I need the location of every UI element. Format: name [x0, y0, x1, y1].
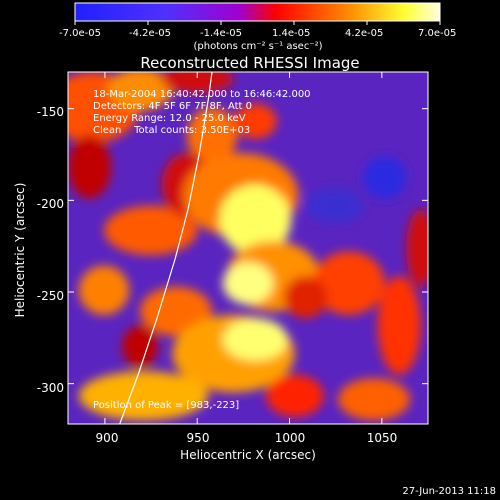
- annotation-peak-position: Position of Peak = [983,-223]: [93, 400, 239, 411]
- axis-ticks: [68, 72, 428, 424]
- colorbar-tick-label: 1.4e-05: [272, 28, 310, 39]
- emission-region: [266, 374, 324, 417]
- colorbar-tick-label: -4.2e-05: [129, 28, 171, 39]
- chart-title: Reconstructed RHESSI Image: [140, 54, 359, 72]
- plot-frame: [67, 71, 429, 425]
- x-tick-label: 900: [96, 431, 119, 445]
- emission-region: [78, 265, 130, 315]
- emission-region: [406, 209, 428, 287]
- colorbar: [74, 2, 441, 22]
- x-tick-label: 1050: [367, 431, 398, 445]
- emission-region: [312, 251, 385, 315]
- colorbar-ticks: [74, 21, 441, 25]
- emission-region: [107, 72, 173, 111]
- emission-region: [284, 276, 328, 319]
- colorbar-tick-label: -7.0e-05: [59, 28, 101, 39]
- emission-region: [161, 72, 234, 94]
- emission-region: [78, 371, 209, 421]
- y-tick-label: -200: [37, 197, 64, 211]
- emission-region: [305, 188, 364, 224]
- colorbar-tick-label: -1.4e-05: [200, 28, 242, 39]
- image-area: [68, 72, 428, 424]
- emission-region: [122, 325, 158, 368]
- colorbar-unit-label: (photons cm⁻² s⁻¹ asec⁻²): [193, 41, 322, 52]
- colorbar-tick-label: 4.2e-05: [345, 28, 383, 39]
- annotation-detectors: Detectors: 4F 5F 6F 7F 8F, Att 0: [93, 101, 252, 112]
- annotation-energy-range: Energy Range: 12.0 - 25.0 keV: [93, 113, 246, 124]
- annotation-method-counts: Clean Total counts: 3.50E+03: [93, 125, 250, 136]
- emission-region: [68, 135, 112, 199]
- y-tick-label: -250: [37, 289, 64, 303]
- emission-region: [222, 262, 274, 305]
- emission-region: [222, 318, 288, 361]
- footer-date: 27-Jun-2013 11:18: [402, 486, 496, 497]
- x-tick-label: 950: [187, 431, 210, 445]
- emission-region: [338, 378, 410, 421]
- x-tick-label: 1000: [275, 431, 306, 445]
- emission-region: [104, 205, 198, 256]
- emission-region: [219, 184, 292, 256]
- y-tick-label: -150: [37, 105, 64, 119]
- y-tick-label: -300: [37, 381, 64, 395]
- emission-region: [233, 103, 277, 139]
- emission-region: [140, 286, 212, 336]
- colorbar-tick-label: 7.0e-05: [418, 28, 456, 39]
- annotation-time-range: 18-Mar-2004 16:40:42.000 to 16:46:42.000: [93, 89, 311, 100]
- y-axis-label: Heliocentric Y (arcsec): [13, 183, 27, 318]
- x-axis-label: Heliocentric X (arcsec): [180, 448, 316, 462]
- emission-region: [377, 276, 421, 375]
- solar-limb-curve: [119, 72, 213, 424]
- emission-region: [363, 156, 407, 199]
